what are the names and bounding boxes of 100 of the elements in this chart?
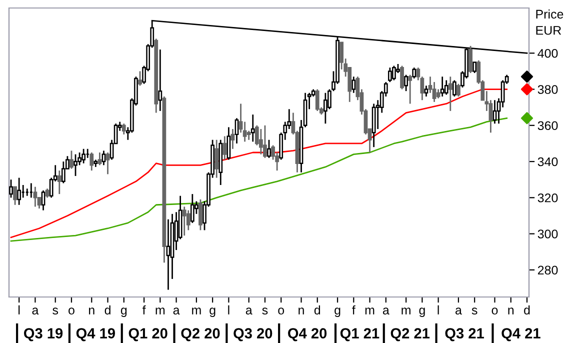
candlestick xyxy=(13,186,17,206)
x-tick-label: g xyxy=(120,308,127,317)
x-tick-label: a xyxy=(173,308,180,315)
candlestick xyxy=(70,150,74,170)
y-tick-label: 300 xyxy=(538,230,558,238)
candlestick xyxy=(412,66,416,80)
line-series xyxy=(10,88,508,238)
candlestick xyxy=(33,186,38,208)
y-tick-label: 360 xyxy=(538,121,558,130)
candlestick xyxy=(138,70,142,86)
x-tick-label: a xyxy=(246,308,252,315)
candlestick xyxy=(57,170,62,195)
candlestick xyxy=(226,126,231,160)
candlestick xyxy=(122,122,126,136)
y-tick-label: 280 xyxy=(538,266,558,275)
x-tick-label: l xyxy=(438,305,439,314)
candlestick xyxy=(472,61,477,74)
x-tick-label: g xyxy=(210,308,216,317)
text: Q4 21 xyxy=(502,328,540,342)
candlestick xyxy=(166,218,170,290)
candlestick xyxy=(259,128,263,155)
candlestick xyxy=(440,76,444,98)
candlestick xyxy=(98,152,102,166)
y-tick-label: 380 xyxy=(538,85,558,94)
candlestick xyxy=(315,88,320,112)
x-tick-label: o xyxy=(68,308,74,315)
candlestick xyxy=(41,190,46,211)
candlestick xyxy=(74,154,78,177)
candlestick xyxy=(448,76,452,112)
x-tick-label: n xyxy=(508,308,514,314)
candlestick xyxy=(102,150,106,166)
candlestick xyxy=(234,117,239,144)
candlestick xyxy=(492,99,497,124)
x-tick-label: n xyxy=(88,308,94,314)
text: Q4 19 xyxy=(76,328,115,342)
x-tick-label: a xyxy=(382,308,390,315)
x-tick-label: s xyxy=(262,308,268,315)
x-tick-label: o xyxy=(492,308,498,315)
candlestick xyxy=(106,152,110,175)
candlestick xyxy=(45,188,50,198)
text: Q1 21 xyxy=(340,328,380,342)
candlestick xyxy=(400,65,404,90)
candlestick xyxy=(392,65,396,81)
candlestick xyxy=(324,92,328,124)
text: Q1 20 xyxy=(128,328,168,342)
candlestick xyxy=(61,160,66,184)
x-tick-label: g xyxy=(334,308,340,317)
text: Q4 20 xyxy=(288,328,327,342)
x-tick-label: l xyxy=(228,305,230,314)
candlestick xyxy=(82,148,86,164)
candlestick xyxy=(9,178,13,198)
candlestick xyxy=(452,80,456,98)
y-tick-label: 400 xyxy=(538,48,558,58)
candlestick xyxy=(190,193,194,224)
x-tick-label: m xyxy=(192,308,201,314)
candlestick xyxy=(263,124,267,159)
x-tick-label: d xyxy=(524,305,530,315)
candlestick xyxy=(444,80,448,96)
text: Q3 21 xyxy=(445,328,484,342)
candlestick xyxy=(436,88,440,100)
x-tick-label: o xyxy=(278,308,284,315)
candlestick xyxy=(222,136,227,160)
candlestick xyxy=(424,84,428,98)
candlestick xyxy=(182,206,186,236)
candlestick xyxy=(214,139,219,178)
x-tick-label: a xyxy=(32,308,39,315)
candlestick xyxy=(250,114,255,142)
candlestick xyxy=(404,74,408,92)
candlestick xyxy=(352,76,356,94)
y-tick-label: 340 xyxy=(538,157,558,166)
y-tick-label: 320 xyxy=(538,193,558,202)
x-tick-label: n xyxy=(298,308,304,314)
candlestick xyxy=(230,128,235,150)
x-tick-label: a xyxy=(456,308,462,315)
x-tick-label: f xyxy=(352,305,356,314)
x-tick-label: s xyxy=(52,308,58,315)
text: Q2 21 xyxy=(390,328,430,342)
candlestick xyxy=(17,177,22,206)
candlestick xyxy=(267,139,271,159)
candlestick xyxy=(388,66,392,83)
text: Q3 20 xyxy=(234,328,272,342)
candlestick xyxy=(246,130,251,141)
candlestick xyxy=(158,48,162,112)
text: Q3 19 xyxy=(24,328,63,342)
x-tick-label: d xyxy=(104,305,110,315)
candlestick xyxy=(198,198,202,231)
x-tick-label: s xyxy=(472,308,478,315)
text: Q2 20 xyxy=(181,328,220,342)
candlestick xyxy=(90,152,94,172)
x-tick-label: m xyxy=(365,308,374,314)
x-tick-label: m xyxy=(156,308,165,314)
x-tick-label: f xyxy=(142,305,146,314)
x-tick-label: m xyxy=(402,308,410,314)
x-tick-label: l xyxy=(18,305,20,314)
candlestick xyxy=(456,83,460,98)
x-tick-label: g xyxy=(419,308,425,317)
x-tick-label: d xyxy=(314,305,320,315)
candlestick xyxy=(468,45,472,74)
candlestick xyxy=(408,74,412,104)
y-axis-title: Price EUR xyxy=(536,9,564,35)
